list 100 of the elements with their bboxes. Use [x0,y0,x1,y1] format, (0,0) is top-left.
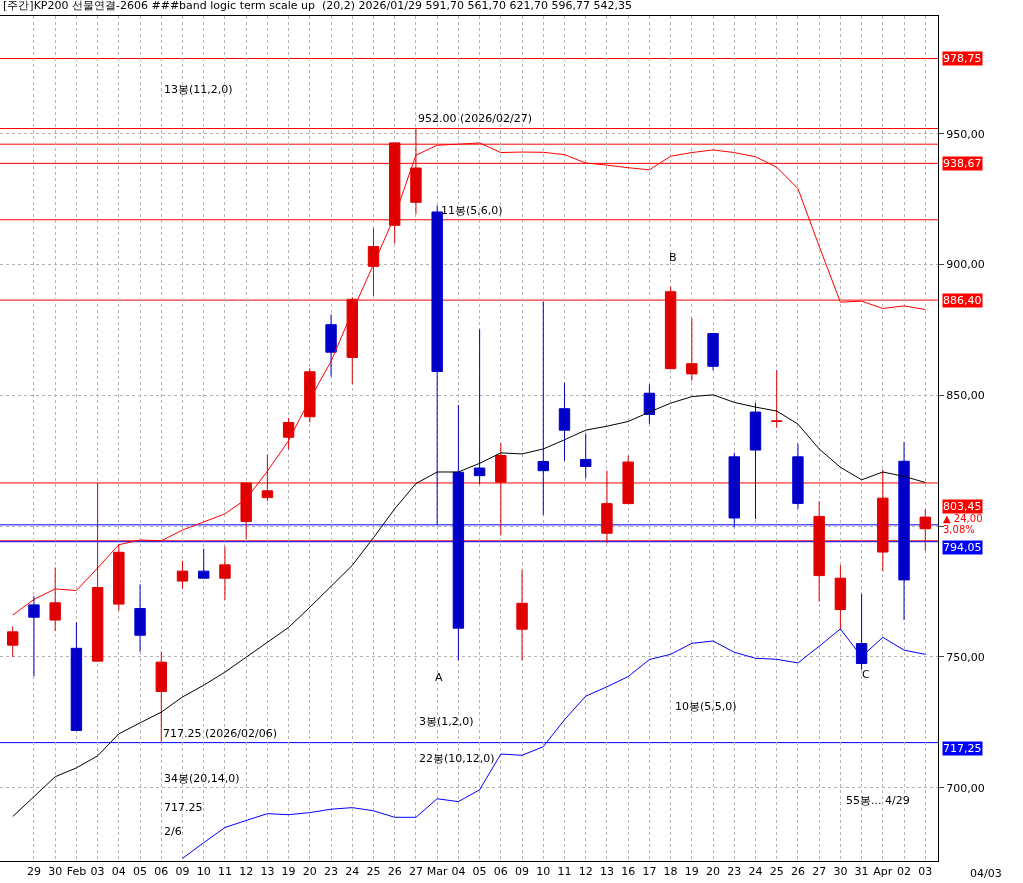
x-tick-label: 10 [196,865,211,879]
annotation: 34봉(20,14,0) [164,772,240,785]
candlestick [134,583,146,653]
candlestick [91,482,104,662]
x-tick-label: 05 [472,865,487,879]
x-tick-label: 26 [387,865,402,879]
x-tick-label: 26 [790,865,805,879]
ref-line-label: 978,75 [943,52,982,65]
x-tick-label: 23 [324,865,339,879]
x-tick-label: 27 [812,865,827,879]
text: 04/03 [970,867,1002,880]
x-tick-label: 16 [621,865,636,879]
candlestick [473,328,486,485]
x-tick-label: 30 [833,865,848,879]
annotation: C [862,668,870,681]
candlestick [219,546,231,601]
annotation: A [435,671,443,684]
candlestick [176,560,189,590]
x-tick-label: 20 [302,865,317,879]
candlestick [113,543,125,612]
candlestick [70,621,83,731]
x-tick-label: 25 [769,865,784,879]
candlestick [282,417,295,450]
candlestick [452,404,465,661]
candlestick [622,455,634,505]
line-series [12,394,926,818]
x-tick-label: 03 [918,865,933,879]
candlestick [834,564,847,630]
text: 3,08% [943,524,975,535]
candlestick [495,442,507,536]
candlestick [558,382,571,461]
x-tick-label: Feb [66,865,87,879]
annotation: 952.00 (2026/02/27) [418,112,532,125]
annotation: 22봉(10,12,0) [419,752,495,765]
candlestick [707,333,719,371]
ref-line-label: 886,40 [943,294,982,307]
candlestick [49,566,61,632]
annotation: 717.25 (2026/02/06) [163,727,277,740]
annotation: 2/6 [164,825,182,838]
annotation: 10봉(5,5,0) [675,700,737,713]
candlestick [877,469,889,572]
annotation: 717.25 [164,801,203,814]
chart-title: [주간]KP200 선물연결-2606 ###band logic term scale up (20,2) 2026/01/29 591,70 561,70 621,70 596,77 542,35 [3,0,632,13]
annotation: 3봉(1,2,0) [419,715,474,728]
candlestick [198,548,210,579]
x-tick-label: 11 [557,865,572,879]
annotation: B [669,251,677,264]
candlestick [728,452,740,528]
y-tick-label: 900,00 [946,258,985,272]
candlestick [410,127,422,215]
candlestick [855,593,868,671]
candlestick [7,626,19,658]
candlestick [686,317,698,382]
candlestick [304,367,316,424]
x-tick-label: 12 [239,865,254,879]
y-tick-label: 950,00 [946,127,985,141]
x-tick-label: 25 [366,865,381,879]
ref-line-label: 717,25 [943,742,982,755]
ref-line-label: 794,05 [943,541,982,554]
x-tick-label: 30 [48,865,63,879]
candlestick [261,453,274,502]
x-tick-label: 24 [345,865,360,879]
y-tick-label: 750,00 [946,650,985,664]
x-tick-label: 09 [175,865,190,879]
candlestick [601,470,613,544]
candlestick [580,433,592,479]
x-tick-label: 09 [515,865,530,879]
x-tick-label: 04 [451,865,466,879]
x-tick-label: 12 [578,865,593,879]
x-tick-label: 13 [599,865,614,879]
x-tick-label: Mar [426,865,449,879]
annotation: 55봉... 4/29 [846,794,910,807]
x-tick-label: 06 [154,865,169,879]
x-tick-label: 10 [536,865,551,879]
y-tick-label: 850,00 [946,389,985,403]
candlestick [240,482,252,540]
x-tick-label: 18 [663,865,678,879]
x-tick-label: 11 [217,865,232,879]
candlestick [664,286,677,370]
candlestick [919,508,931,551]
candlestick [537,300,549,516]
candlestick [516,569,528,661]
x-tick-label: 31 [854,865,869,879]
candlestick [749,402,762,520]
x-tick-label: Apr [873,865,893,879]
x-tick-label: 19 [684,865,699,879]
x-tick-label: 03 [90,865,105,879]
x-tick-label: 27 [408,865,423,879]
ref-line-label: 938,67 [943,157,982,170]
candlestick [898,441,910,621]
x-tick-label: 23 [727,865,742,879]
x-tick-label: 13 [260,865,275,879]
x-tick-label: 02 [897,865,912,879]
x-tick-label: 05 [133,865,148,879]
candlestick [813,500,825,603]
x-tick-label: 04 [111,865,126,879]
annotation: 13봉(11,2,0) [164,83,233,96]
candlestick [771,369,783,429]
x-tick-label: 20 [706,865,721,879]
candlestick [346,296,358,385]
